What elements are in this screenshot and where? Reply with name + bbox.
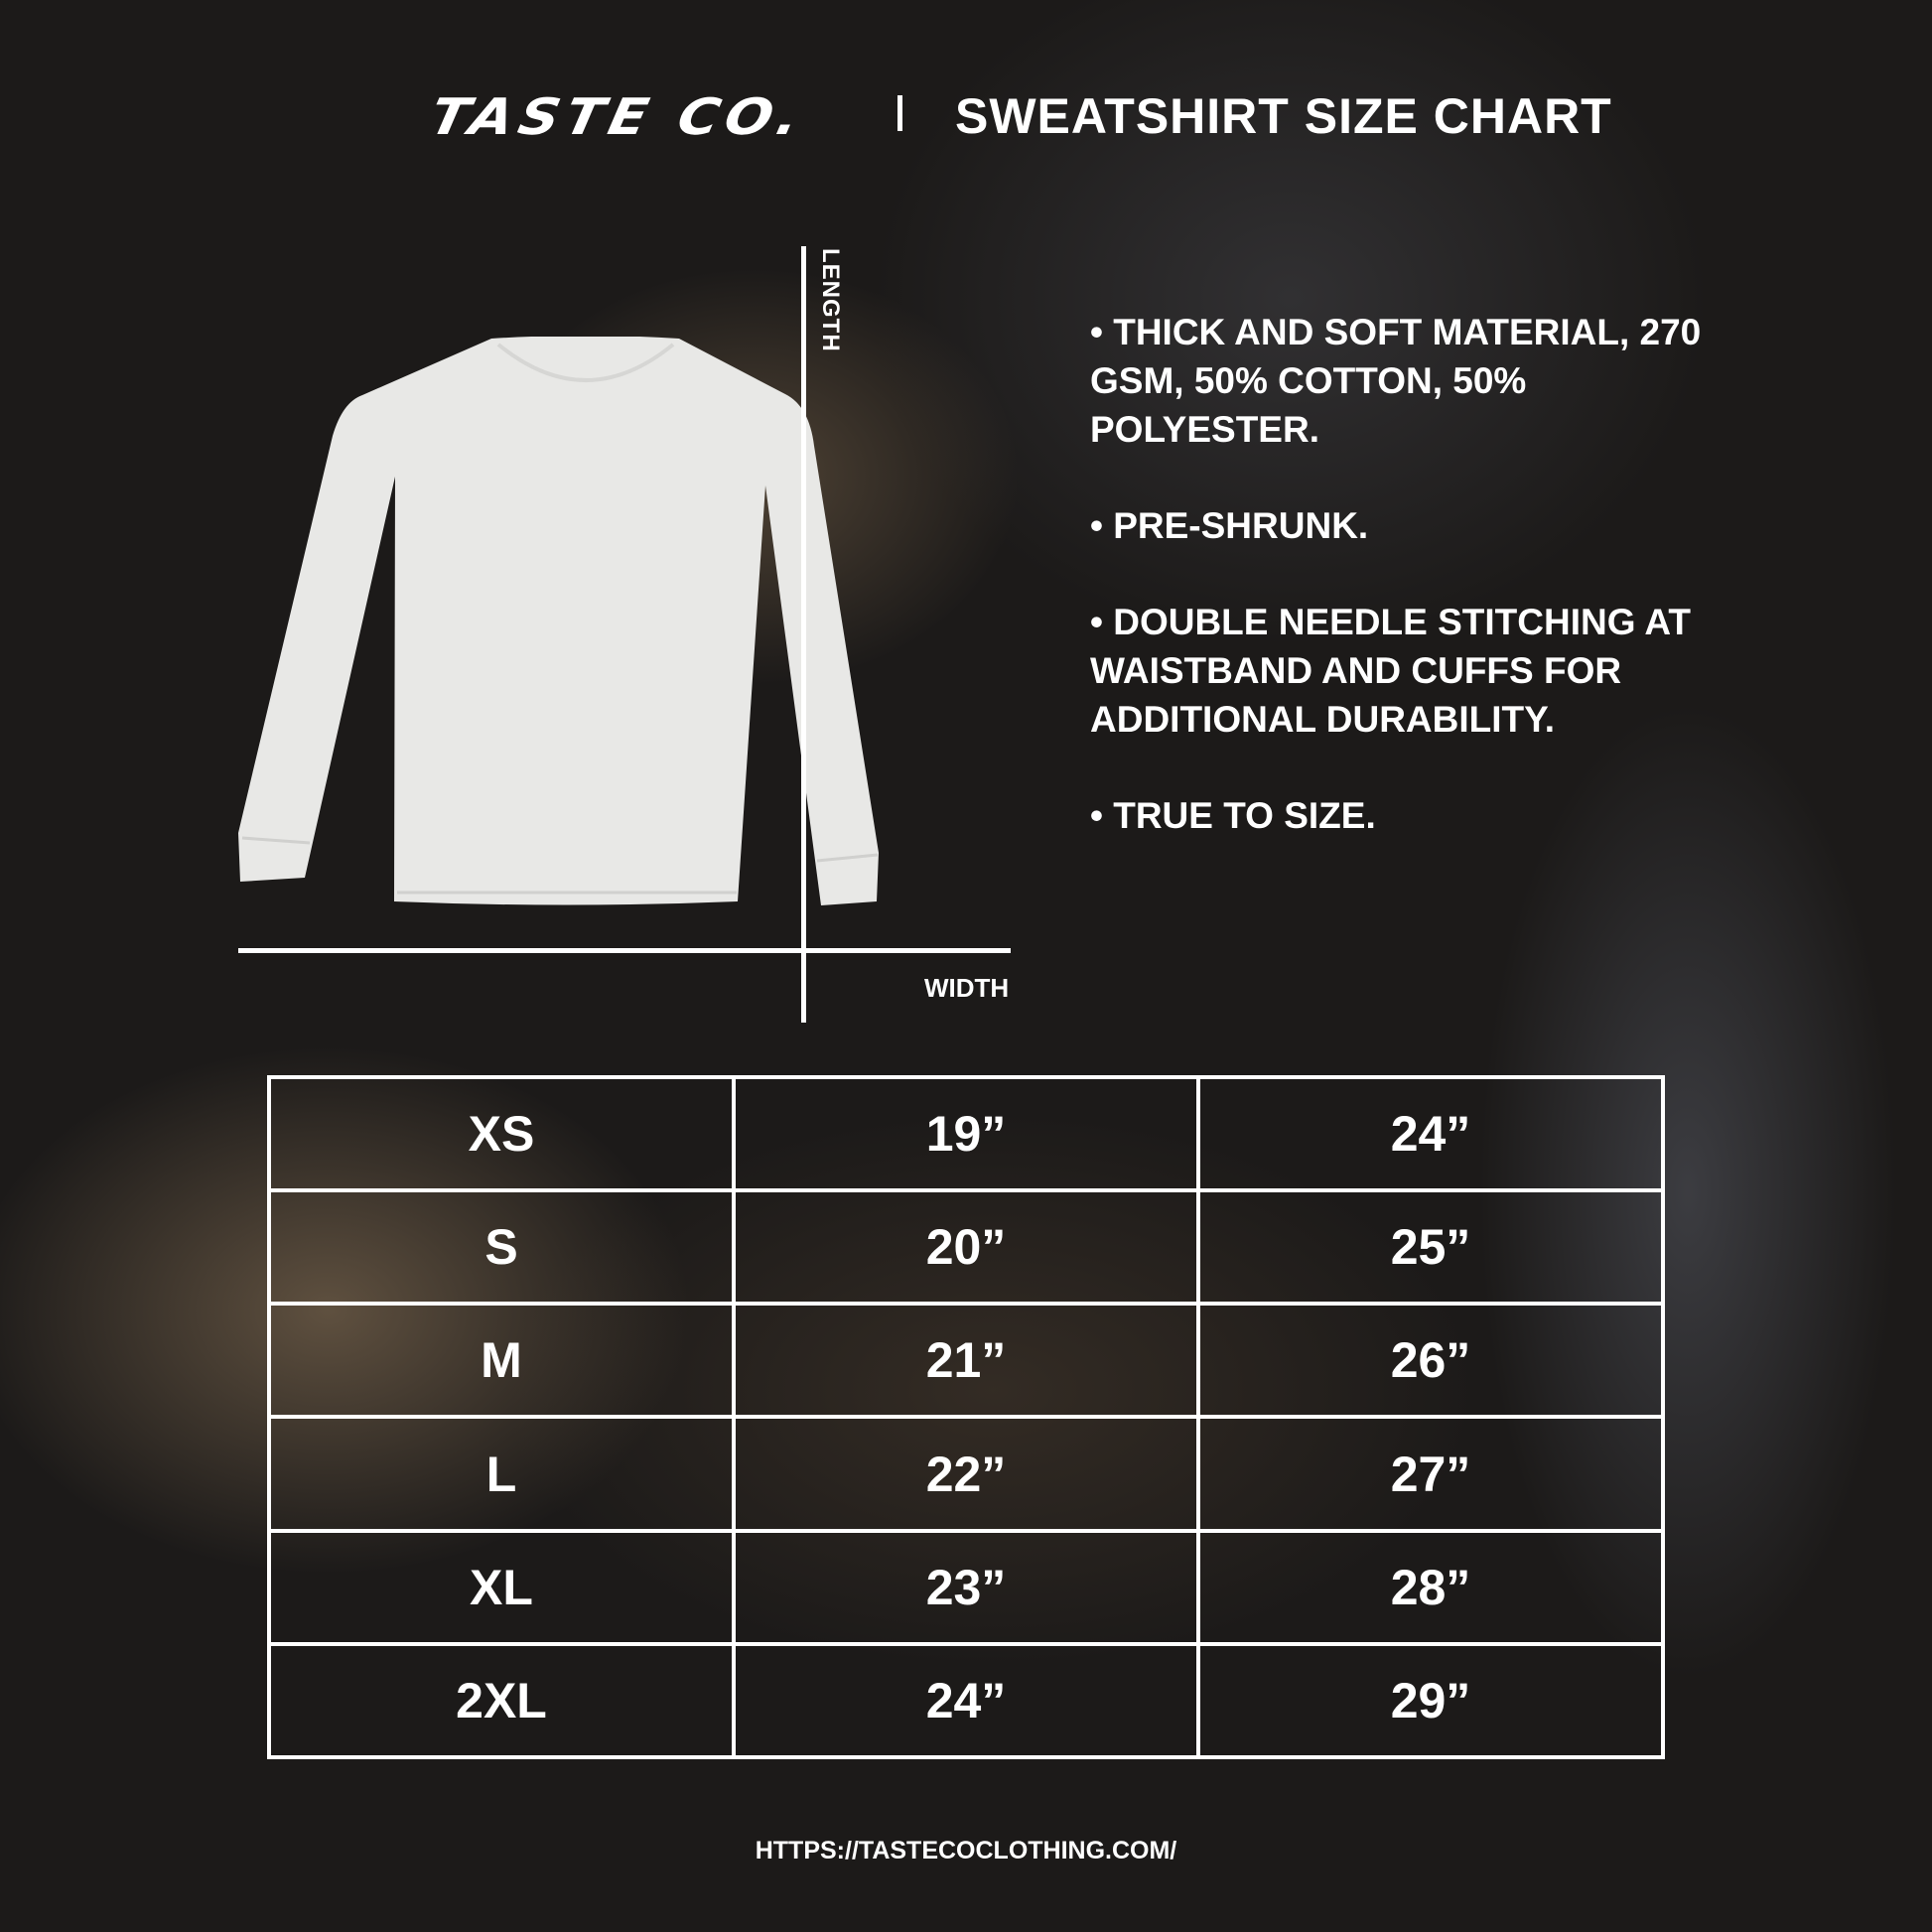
width-label: WIDTH xyxy=(924,973,1010,1003)
website-url: HTTPS://TASTECOCLOTHING.COM/ xyxy=(755,1837,1177,1864)
table-row: M 21” 26” xyxy=(267,1302,1665,1420)
size-cell: XS xyxy=(267,1074,736,1193)
length-label: LENGTH xyxy=(817,248,844,352)
width-cell: 21” xyxy=(732,1302,1200,1420)
length-cell: 25” xyxy=(1196,1188,1665,1307)
page-title: SWEATSHIRT SIZE CHART xyxy=(955,88,1612,144)
width-measure-line xyxy=(238,948,1011,953)
width-cell: 20” xyxy=(732,1188,1200,1307)
brand-logo: TASTE CO. xyxy=(424,88,811,147)
width-cell: 22” xyxy=(732,1415,1200,1533)
length-measure-line xyxy=(801,246,806,1023)
length-cell: 29” xyxy=(1196,1641,1665,1760)
size-table: XS 19” 24” S 20” 25” M 21” 26” L 22” 27” XL 23” 28” 2XL… xyxy=(267,1074,1665,1760)
feature-item: • DOUBLE NEEDLE STITCHING AT WAISTBAND A… xyxy=(1090,602,1691,740)
size-cell: M xyxy=(267,1302,736,1420)
width-cell: 24” xyxy=(732,1641,1200,1760)
title-divider xyxy=(897,95,902,131)
size-cell: L xyxy=(267,1415,736,1533)
width-cell: 23” xyxy=(732,1528,1200,1646)
shirt-body xyxy=(238,337,879,905)
table-row: 2XL 24” 29” xyxy=(267,1641,1665,1760)
table-row: L 22” 27” xyxy=(267,1415,1665,1533)
length-cell: 27” xyxy=(1196,1415,1665,1533)
size-cell: S xyxy=(267,1188,736,1307)
feature-item: • TRUE TO SIZE. xyxy=(1090,795,1376,836)
sweatshirt-image xyxy=(238,337,879,905)
size-cell: 2XL xyxy=(267,1641,736,1760)
shirt-collar xyxy=(496,343,675,382)
table-row: XL 23” 28” xyxy=(267,1528,1665,1646)
length-cell: 28” xyxy=(1196,1528,1665,1646)
size-cell: XL xyxy=(267,1528,736,1646)
shirt-cuff-lines xyxy=(241,836,879,895)
feature-item: • PRE-SHRUNK. xyxy=(1090,505,1369,546)
table-row: S 20” 25” xyxy=(267,1188,1665,1307)
width-cell: 19” xyxy=(732,1074,1200,1193)
feature-item: • THICK AND SOFT MATERIAL, 270 GSM, 50% … xyxy=(1090,312,1702,450)
length-cell: 24” xyxy=(1196,1074,1665,1193)
length-cell: 26” xyxy=(1196,1302,1665,1420)
feature-list: • THICK AND SOFT MATERIAL, 270 GSM, 50% … xyxy=(1090,308,1765,888)
table-row: XS 19” 24” xyxy=(267,1074,1665,1193)
